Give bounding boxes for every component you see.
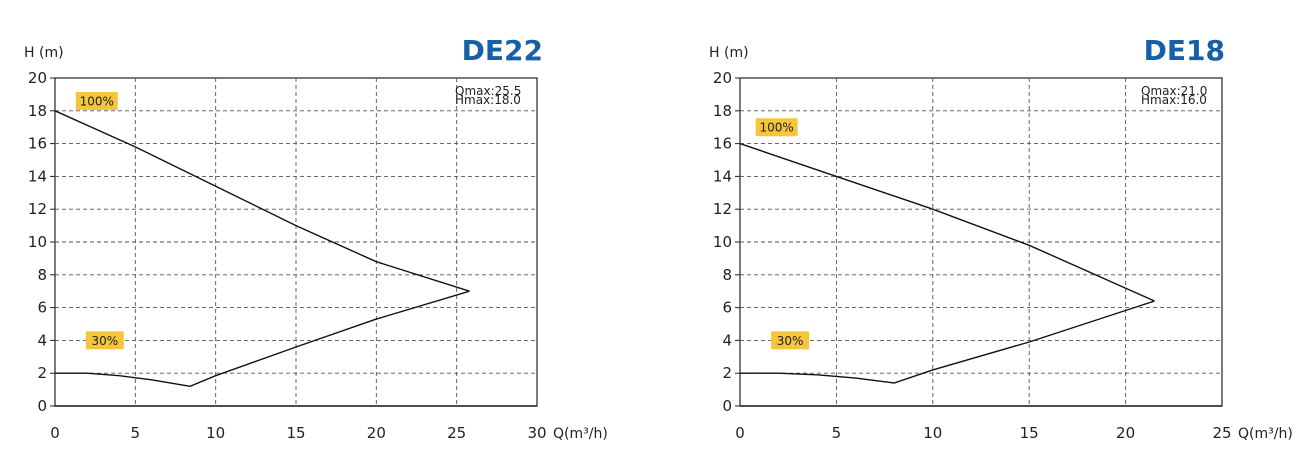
x-axis-label: Q(m³/h) (553, 426, 608, 442)
x-tick-label: 15 (286, 424, 305, 442)
y-tick-label: 2 (37, 364, 47, 382)
y-tick-label: 4 (722, 331, 732, 349)
y-tick-label: 12 (713, 200, 732, 218)
max-annotation: Hmax:18.0 (455, 93, 521, 107)
chart-title: DE18 (1144, 34, 1225, 67)
speed-badge-label: 30% (777, 334, 804, 348)
y-tick-label: 10 (28, 233, 47, 251)
chart-de22: 0 2 4 6 8 10 12 14 16 18 20 0 5 10 15 20 25 30 H (m) Q(m³/h… (24, 34, 608, 442)
y-tick-label: 20 (713, 69, 732, 87)
y-tick-label: 4 (37, 331, 47, 349)
y-axis-label: H (m) (709, 45, 749, 61)
series-line-1 (54, 110, 470, 292)
y-tick-label: 16 (28, 135, 47, 153)
speed-badge-label: 100% (80, 94, 114, 108)
speed-badge-bg (755, 118, 798, 137)
x-tick-label: 15 (1020, 424, 1039, 442)
speed-badge-label: 30% (91, 334, 118, 348)
y-tick-label: 0 (722, 397, 732, 415)
y-tick-label: 2 (722, 364, 732, 382)
x-tick-label: 25 (447, 424, 466, 442)
chart-title: DE22 (462, 34, 543, 67)
y-tick-label: 0 (37, 397, 47, 415)
y-tick-label: 14 (28, 167, 47, 185)
speed-badge: 100% (75, 91, 118, 110)
x-axis-label: Q(m³/h) (1238, 426, 1293, 442)
chart-de18: 0 2 4 6 8 10 12 14 16 18 20 0 5 10 15 20 25 H (m) Q(m³/h) D… (709, 34, 1293, 442)
speed-badge-bg (771, 331, 810, 350)
x-tick-label: 10 (923, 424, 942, 442)
series-line-1 (739, 142, 1155, 302)
speed-badge-bg (75, 91, 118, 110)
y-axis-label: H (m) (24, 45, 64, 61)
speed-badge-bg (85, 331, 124, 350)
y-tick-label: 10 (713, 233, 732, 251)
y-tick-label: 18 (713, 102, 732, 120)
y-tick-label: 6 (722, 299, 732, 317)
y-tick-label: 8 (722, 266, 732, 284)
x-tick-label: 0 (735, 424, 745, 442)
x-tick-label: 5 (832, 424, 842, 442)
speed-badge: 100% (755, 118, 798, 137)
x-tick-label: 30 (527, 424, 546, 442)
x-tick-label: 20 (367, 424, 386, 442)
x-tick-label: 5 (131, 424, 141, 442)
y-tick-label: 20 (28, 69, 47, 87)
x-tick-label: 20 (1116, 424, 1135, 442)
y-tick-label: 14 (713, 167, 732, 185)
max-annotation: Qmax:21.0 (1141, 84, 1207, 98)
max-annotation: Qmax:25.5 (455, 84, 521, 98)
series-line-2 (740, 300, 1155, 384)
x-tick-label: 25 (1212, 424, 1231, 442)
speed-badge: 30% (85, 331, 124, 350)
y-tick-label: 12 (28, 200, 47, 218)
speed-badge: 30% (771, 331, 810, 350)
x-tick-label: 0 (50, 424, 60, 442)
y-tick-label: 8 (37, 266, 47, 284)
series-line-2 (55, 290, 470, 388)
y-tick-label: 18 (28, 102, 47, 120)
x-tick-label: 10 (206, 424, 225, 442)
max-annotation: Hmax:16.0 (1141, 93, 1207, 107)
y-tick-label: 6 (37, 299, 47, 317)
speed-badge-label: 100% (759, 121, 793, 135)
y-tick-label: 16 (713, 135, 732, 153)
